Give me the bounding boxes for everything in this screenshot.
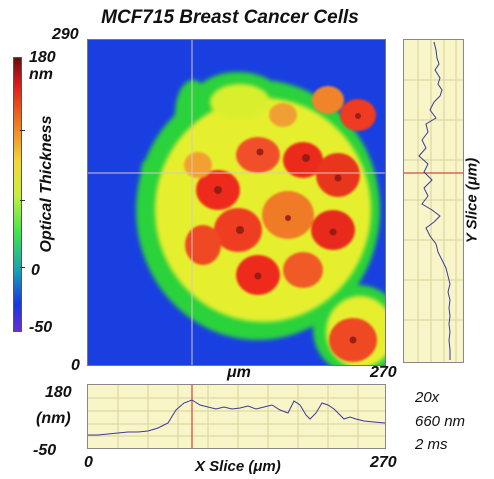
image-x-max-label: 270 xyxy=(370,364,397,381)
x-slice-axis-label: X Slice (μm) xyxy=(195,458,281,475)
x-slice-x-max-label: 270 xyxy=(370,454,397,471)
magnification-text: 20x xyxy=(415,389,440,406)
exposure-text: 2 ms xyxy=(415,436,448,453)
wavelength-text: 660 nm xyxy=(415,413,466,430)
phase-image[interactable] xyxy=(87,39,386,366)
y-slice-panel[interactable] xyxy=(403,39,464,363)
x-slice-x-min-label: 0 xyxy=(84,454,93,471)
colorbar-tick xyxy=(20,267,25,268)
colorbar-min-label: -50 xyxy=(29,319,53,336)
colorbar-axis-label: Optical Thickness xyxy=(38,115,55,253)
x-slice-y-max-label: 180 xyxy=(45,384,72,401)
colorbar-unit-label: nm xyxy=(29,66,53,83)
colorbar-tick xyxy=(20,130,25,131)
x-slice-panel[interactable] xyxy=(87,384,386,449)
image-y-min-label: 0 xyxy=(71,357,80,374)
phase-image-canvas xyxy=(88,40,385,365)
colorbar-zero-label: 0 xyxy=(31,262,40,279)
x-slice-y-min-label: -50 xyxy=(33,442,57,459)
colorbar-tick xyxy=(20,200,25,201)
image-x-unit-label: μm xyxy=(227,364,251,381)
x-slice-plot xyxy=(88,385,386,448)
image-y-max-label: 290 xyxy=(52,26,79,43)
x-slice-y-unit-label: (nm) xyxy=(36,410,71,427)
y-slice-axis-label: Y Slice (μm) xyxy=(463,157,481,244)
colorbar-max-label: 180 xyxy=(29,49,56,66)
figure-title: MCF715 Breast Cancer Cells xyxy=(101,7,359,28)
colorbar xyxy=(13,57,22,332)
y-slice-plot xyxy=(404,40,463,362)
